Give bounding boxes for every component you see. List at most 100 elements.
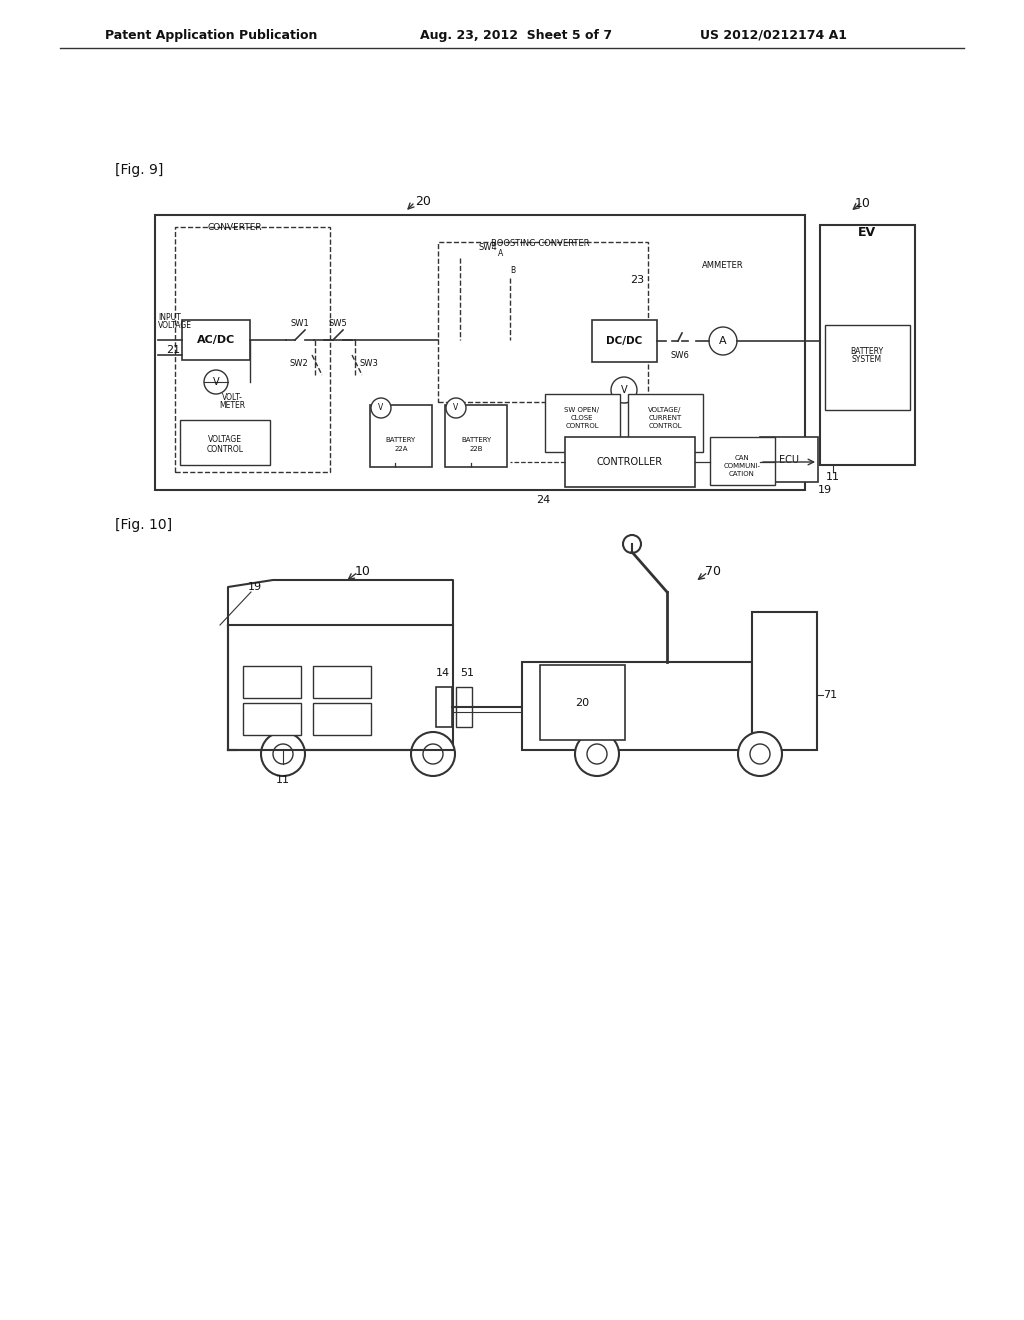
Circle shape xyxy=(575,733,618,776)
Text: AMMETER: AMMETER xyxy=(702,261,743,271)
Bar xyxy=(175,227,330,473)
Circle shape xyxy=(423,744,443,764)
Circle shape xyxy=(371,399,391,418)
Text: SW1: SW1 xyxy=(291,319,309,327)
Text: A: A xyxy=(719,337,727,346)
Text: CONTROL: CONTROL xyxy=(648,422,682,429)
Text: SYSTEM: SYSTEM xyxy=(852,355,882,364)
Circle shape xyxy=(261,733,305,776)
Text: B: B xyxy=(510,267,515,275)
Text: COMMUNI-: COMMUNI- xyxy=(724,463,761,469)
Bar xyxy=(545,393,620,451)
Bar xyxy=(522,663,752,750)
Bar xyxy=(436,686,452,727)
Text: 19: 19 xyxy=(818,484,833,495)
Text: EV: EV xyxy=(858,226,877,239)
Bar xyxy=(760,437,818,482)
Circle shape xyxy=(750,744,770,764)
Bar xyxy=(445,405,507,467)
Text: VOLTAGE/: VOLTAGE/ xyxy=(648,407,682,413)
Circle shape xyxy=(411,733,455,776)
Text: 14: 14 xyxy=(436,668,451,678)
Text: 51: 51 xyxy=(460,668,474,678)
Text: 22B: 22B xyxy=(469,446,482,451)
Text: Aug. 23, 2012  Sheet 5 of 7: Aug. 23, 2012 Sheet 5 of 7 xyxy=(420,29,612,41)
Text: 10: 10 xyxy=(355,565,371,578)
Circle shape xyxy=(738,733,782,776)
Bar xyxy=(228,624,453,750)
Text: 23: 23 xyxy=(630,275,644,285)
Bar xyxy=(825,325,910,411)
Circle shape xyxy=(587,744,607,764)
Text: V: V xyxy=(454,404,459,412)
Text: [Fig. 10]: [Fig. 10] xyxy=(115,517,172,532)
Text: SW3: SW3 xyxy=(360,359,379,368)
Bar xyxy=(243,667,301,698)
Bar xyxy=(710,437,775,484)
Bar xyxy=(456,686,472,727)
Text: 21: 21 xyxy=(166,345,180,355)
Text: INPUT: INPUT xyxy=(158,313,181,322)
Text: Patent Application Publication: Patent Application Publication xyxy=(105,29,317,41)
Text: BATTERY: BATTERY xyxy=(461,437,492,444)
Text: AC/DC: AC/DC xyxy=(197,335,236,345)
Text: CURRENT: CURRENT xyxy=(648,414,682,421)
Bar xyxy=(820,224,915,465)
Bar xyxy=(370,405,432,467)
Text: SW6: SW6 xyxy=(671,351,689,360)
Bar xyxy=(540,665,625,741)
Text: 20: 20 xyxy=(415,195,431,209)
Text: BATTERY: BATTERY xyxy=(386,437,416,444)
Text: 24: 24 xyxy=(536,495,550,506)
Text: CONTROL: CONTROL xyxy=(207,445,244,454)
Bar xyxy=(180,420,270,465)
Text: CONVERTER: CONVERTER xyxy=(208,223,262,232)
Text: VOLTAGE: VOLTAGE xyxy=(158,321,193,330)
Text: 70: 70 xyxy=(705,565,721,578)
Text: V: V xyxy=(621,385,628,395)
Text: V: V xyxy=(379,404,384,412)
Text: BOOSTING CONVERTER: BOOSTING CONVERTER xyxy=(490,239,589,248)
Text: CLOSE: CLOSE xyxy=(570,414,593,421)
Circle shape xyxy=(273,744,293,764)
Bar xyxy=(243,704,301,735)
Text: SW4: SW4 xyxy=(478,243,498,252)
Text: 22A: 22A xyxy=(394,446,408,451)
Bar xyxy=(628,393,703,451)
Text: 11: 11 xyxy=(276,775,290,785)
Circle shape xyxy=(623,535,641,553)
Text: SW2: SW2 xyxy=(289,359,308,368)
Text: 10: 10 xyxy=(855,197,870,210)
Circle shape xyxy=(709,327,737,355)
Text: DC/DC: DC/DC xyxy=(606,337,642,346)
Text: VOLTAGE: VOLTAGE xyxy=(208,436,242,445)
Text: 19: 19 xyxy=(248,582,262,591)
Circle shape xyxy=(204,370,228,393)
Text: V: V xyxy=(213,378,219,387)
Text: BATTERY: BATTERY xyxy=(851,347,884,356)
Bar xyxy=(438,242,648,403)
Text: 71: 71 xyxy=(823,690,838,700)
Text: CONTROLLER: CONTROLLER xyxy=(597,457,664,467)
Bar xyxy=(592,319,657,362)
Text: SW OPEN/: SW OPEN/ xyxy=(564,407,599,413)
Bar xyxy=(565,437,695,487)
Text: SW5: SW5 xyxy=(329,319,347,327)
Text: 11: 11 xyxy=(826,473,840,482)
Text: US 2012/0212174 A1: US 2012/0212174 A1 xyxy=(700,29,847,41)
Text: CATION: CATION xyxy=(729,471,755,477)
Bar xyxy=(752,612,817,750)
Text: VOLT-: VOLT- xyxy=(221,393,243,403)
Bar xyxy=(313,667,371,698)
Circle shape xyxy=(611,378,637,403)
Text: CAN: CAN xyxy=(734,455,750,461)
Text: [Fig. 9]: [Fig. 9] xyxy=(115,162,164,177)
Text: 20: 20 xyxy=(574,698,589,708)
Text: ECU: ECU xyxy=(779,455,799,465)
Circle shape xyxy=(446,399,466,418)
Bar xyxy=(182,319,250,360)
Bar xyxy=(313,704,371,735)
Bar xyxy=(155,215,805,490)
Text: CONTROL: CONTROL xyxy=(565,422,599,429)
Text: A: A xyxy=(498,249,503,257)
